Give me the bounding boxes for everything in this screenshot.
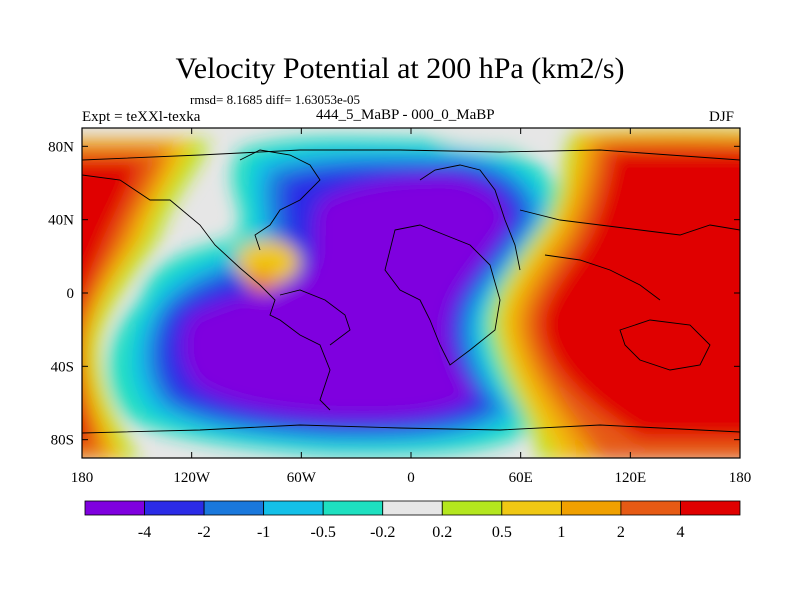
- colorbar-label: -2: [197, 524, 210, 541]
- colorbar: -4 -2 -1 -0.5 -0.2 0.2 0.5 1 2 4: [84, 500, 741, 541]
- y-tick-label: 40S: [51, 359, 74, 375]
- chart-title: Velocity Potential at 200 hPa (km2/s): [175, 52, 625, 85]
- right-string: DJF: [709, 109, 735, 125]
- colorbar-box: [263, 500, 324, 516]
- center-string: 444_5_MaBP - 000_0_MaBP: [316, 107, 495, 123]
- colorbar-box: [382, 500, 443, 516]
- x-tick-label: 120E: [614, 470, 646, 486]
- colorbar-box: [560, 500, 622, 516]
- y-tick-label: 80S: [51, 433, 74, 449]
- colorbar-box: [84, 500, 145, 516]
- y-tick-label: 40N: [48, 213, 74, 229]
- y-tick-label: 0: [67, 286, 75, 302]
- colorbar-label: -1: [257, 524, 270, 541]
- colorbar-label: 0.2: [432, 524, 452, 541]
- x-tick-label: 60W: [287, 470, 317, 486]
- colorbar-label: -4: [138, 524, 151, 541]
- colorbar-box: [441, 500, 503, 516]
- colorbar-label: -0.5: [311, 524, 336, 541]
- colorbar-box: [620, 500, 681, 516]
- axis-layer: 180 120W 60W 0 60E 120E 180 80N 40N 0 40S 80S: [48, 128, 751, 486]
- colorbar-box: [322, 500, 384, 516]
- coastlines: [82, 149, 740, 434]
- x-tick-label: 180: [71, 470, 94, 486]
- colorbar-box: [501, 500, 562, 516]
- x-tick-label: 180: [729, 470, 752, 486]
- colorbar-label: 4: [676, 524, 684, 541]
- colorbar-box: [144, 500, 205, 516]
- colorbar-box: [203, 500, 265, 516]
- colorbar-label: -0.2: [370, 524, 395, 541]
- colorbar-box: [680, 500, 741, 516]
- contour-field: [82, 128, 740, 458]
- colorbar-label: 2: [617, 524, 625, 541]
- colorbar-label: 1: [557, 524, 565, 541]
- left-string: Expt = teXXl-texka: [82, 109, 201, 125]
- x-tick-label: 120W: [173, 470, 211, 486]
- y-tick-label: 80N: [48, 139, 74, 155]
- colorbar-label: 0.5: [492, 524, 512, 541]
- stats-label: rmsd= 8.1685 diff= 1.63053e-05: [190, 92, 361, 107]
- x-tick-label: 0: [407, 470, 415, 486]
- x-tick-label: 60E: [509, 470, 533, 486]
